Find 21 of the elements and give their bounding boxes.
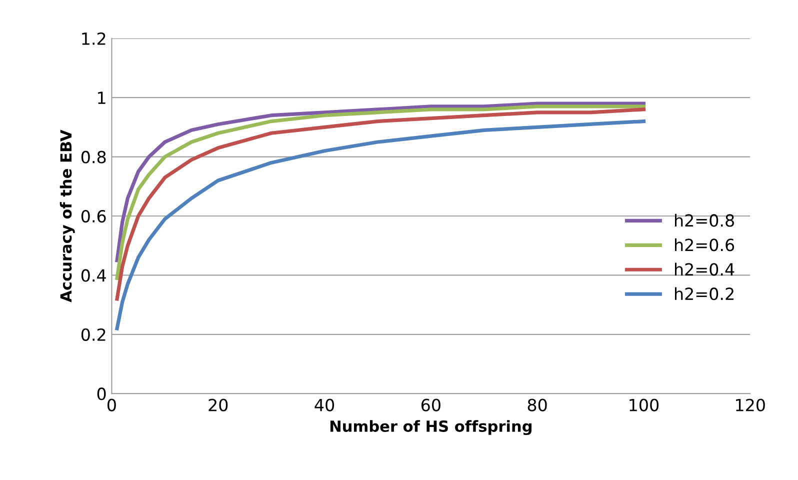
y-tick-label: 1 <box>98 92 106 104</box>
x-tick-label: 40 <box>314 398 334 412</box>
y-tick-label: 0.8 <box>81 150 106 164</box>
x-tick-label: 20 <box>208 398 228 412</box>
x-tick-label: 100 <box>630 398 659 412</box>
x-tick-label: 80 <box>528 398 547 412</box>
y-tick-label: 0 <box>97 388 106 400</box>
y-tick-label: 0.6 <box>81 210 106 223</box>
y-axis-title: Accuracy of the EBV <box>60 130 75 302</box>
x-tick-label: 0 <box>108 398 116 412</box>
y-tick-label: 1.2 <box>82 32 106 45</box>
legend-label: h2=0.8 <box>674 214 734 227</box>
legend-label: h2=0.2 <box>674 287 734 300</box>
line-series <box>115 119 646 330</box>
x-axis-title: Number of HS offspring <box>330 420 532 436</box>
y-tick-label: 0.2 <box>81 328 106 341</box>
y-tick-label: 0.4 <box>81 269 106 282</box>
legend-label: h2=0.6 <box>674 238 734 252</box>
legend-label: h2=0.4 <box>674 262 734 276</box>
x-tick-label: 60 <box>421 398 440 412</box>
x-tick-label: 120 <box>736 398 765 412</box>
